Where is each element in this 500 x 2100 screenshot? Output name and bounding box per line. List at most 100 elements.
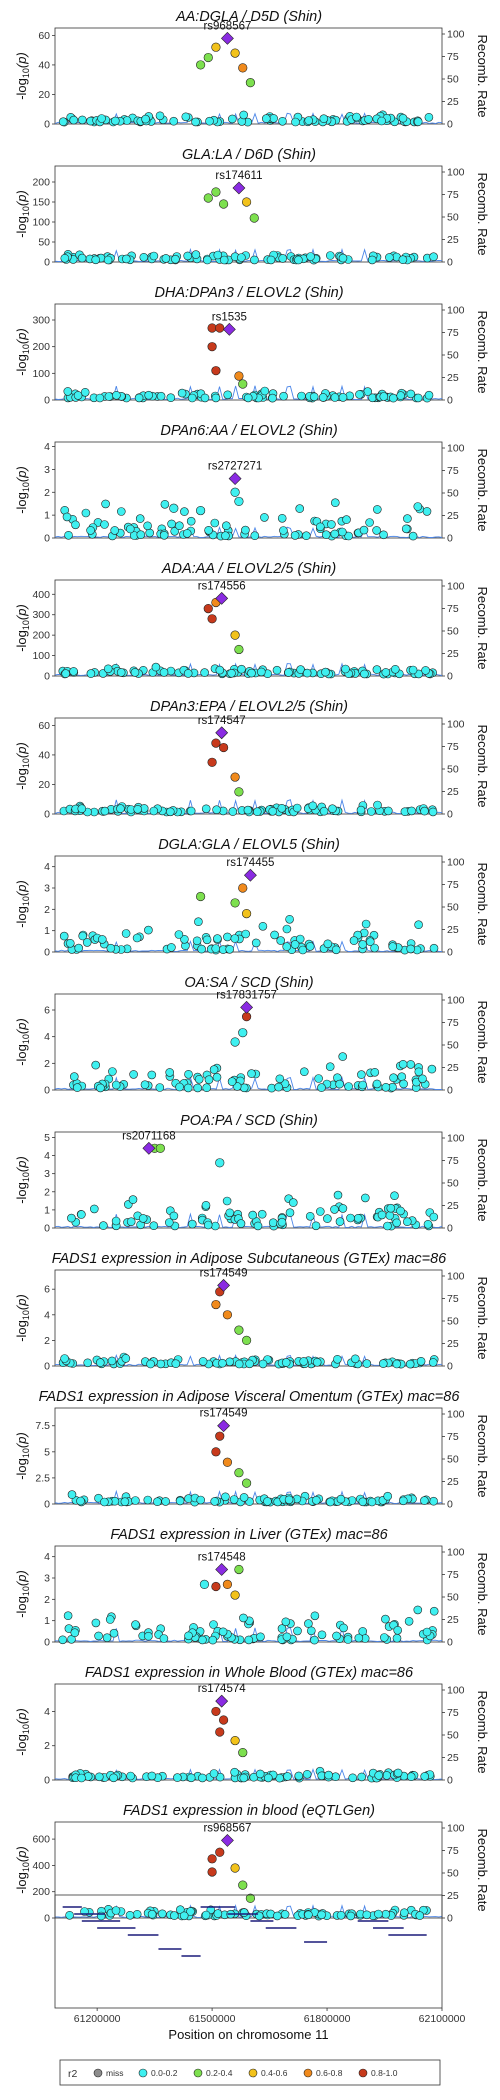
snp-point — [229, 1495, 239, 1504]
y2-tick-label: 0 — [447, 1499, 453, 1511]
y-tick-label: 4 — [44, 1150, 50, 1162]
snp-point — [392, 1359, 402, 1369]
y-tick-label: 50 — [38, 237, 50, 249]
snp-point — [194, 917, 203, 927]
y-tick-label: 20 — [38, 779, 50, 791]
snp-point — [198, 1357, 208, 1366]
y2-tick-label: 75 — [447, 1845, 459, 1857]
snp-point-peak — [196, 60, 206, 70]
y-tick-label: 200 — [32, 341, 50, 353]
snp-point — [179, 1911, 189, 1921]
snp-point — [383, 1221, 392, 1231]
snp-point — [159, 1634, 169, 1643]
y-axis-label: -log10(p) — [14, 742, 31, 790]
snp-point — [191, 117, 200, 127]
snp-point — [186, 1907, 195, 1916]
snp-point — [349, 936, 359, 945]
snp-point — [239, 1493, 249, 1502]
snp-point — [122, 254, 131, 264]
y2-axis-label: Recomb. Rate — [475, 1276, 490, 1359]
snp-point — [221, 1492, 230, 1502]
y-tick-label: 2 — [44, 1594, 50, 1606]
snp-point — [366, 807, 376, 816]
snp-point — [153, 1497, 162, 1506]
snp-point — [360, 669, 369, 679]
snp-point — [328, 804, 337, 814]
panel-frame — [54, 1683, 443, 1781]
snp-point — [390, 664, 400, 674]
snp-point — [358, 940, 368, 949]
snp-point — [78, 931, 87, 941]
snp-point — [248, 1210, 257, 1220]
lead-snp-marker — [221, 1833, 234, 1847]
snp-point — [318, 393, 328, 402]
snp-point — [385, 1211, 395, 1220]
snp-point — [282, 924, 292, 934]
snp-point — [120, 1497, 130, 1506]
y2-tick-label: 100 — [447, 1409, 465, 1421]
y2-tick-label: 25 — [447, 1614, 459, 1626]
y2-axis-label: Recomb. Rate — [475, 1000, 490, 1083]
snp-point — [365, 937, 375, 947]
snp-point-peak — [230, 1863, 240, 1873]
panel-8: OA:SA / SCD (Shin) 0 2 4 6 -log10(p) 0 25 50 75 10… — [14, 975, 490, 1097]
panel-frame — [54, 441, 443, 539]
snp-point-peak — [207, 614, 217, 624]
y2-tick-label: 0 — [447, 533, 453, 545]
snp-point — [330, 1205, 339, 1214]
snp-point — [166, 393, 176, 403]
snp-point-peak — [249, 213, 259, 223]
snp-point-peak — [211, 1447, 221, 1457]
snp-point — [184, 1631, 193, 1641]
snp-point — [95, 1772, 104, 1782]
snp-point-peak — [203, 193, 213, 203]
y2-tick-label: 100 — [447, 1547, 465, 1559]
snp-point — [325, 1497, 335, 1507]
snp-point — [406, 1772, 416, 1781]
snp-point — [170, 526, 179, 536]
snp-point — [82, 938, 92, 947]
snp-point-peak — [215, 1431, 225, 1441]
y-tick-label: 0 — [44, 257, 50, 269]
panel-11: FADS1 expression in Adipose Visceral Ome… — [14, 1389, 490, 1511]
snp-point — [254, 1911, 264, 1921]
legend-swatch — [303, 2068, 313, 2078]
snp-point — [63, 387, 73, 396]
snp-point — [418, 1074, 427, 1084]
panel-title: FADS1 expression in Liver (GTEx) mac=86 — [110, 1527, 388, 1543]
lead-snp-label: rs1535 — [212, 311, 247, 323]
snp-point — [357, 1070, 366, 1079]
snp-point — [111, 1080, 121, 1090]
snp-point — [405, 1359, 415, 1369]
snp-point-peak — [238, 1747, 248, 1758]
y-tick-label: 2 — [44, 1740, 50, 1752]
snp-point — [126, 524, 135, 534]
snp-point-peak — [234, 1564, 244, 1575]
snp-point — [213, 250, 223, 260]
snp-point — [338, 1204, 348, 1213]
y2-tick-label: 50 — [447, 902, 459, 914]
panel-frame — [54, 579, 443, 677]
snp-point — [350, 1354, 360, 1364]
snp-point — [372, 665, 382, 674]
lead-snp-label: rs968567 — [203, 20, 251, 32]
snp-point — [228, 807, 238, 816]
snp-point — [359, 525, 369, 535]
snp-point — [388, 393, 398, 403]
snp-point — [294, 1771, 304, 1781]
y2-tick-label: 75 — [447, 189, 459, 201]
y-tick-label: 0 — [44, 1637, 50, 1649]
y2-tick-label: 25 — [447, 372, 459, 384]
snp-point — [251, 938, 261, 948]
snp-point-peak — [234, 644, 244, 655]
snp-point — [100, 520, 109, 529]
y2-tick-label: 0 — [447, 1775, 453, 1787]
y2-tick-label: 50 — [447, 212, 459, 224]
snp-point-peak — [196, 891, 206, 902]
y2-tick-label: 50 — [447, 74, 459, 86]
snp-point — [80, 387, 90, 397]
snp-point — [96, 1358, 105, 1367]
snp-point-peak — [234, 1325, 244, 1335]
panel-frame — [54, 717, 443, 815]
snp-point — [294, 255, 303, 265]
